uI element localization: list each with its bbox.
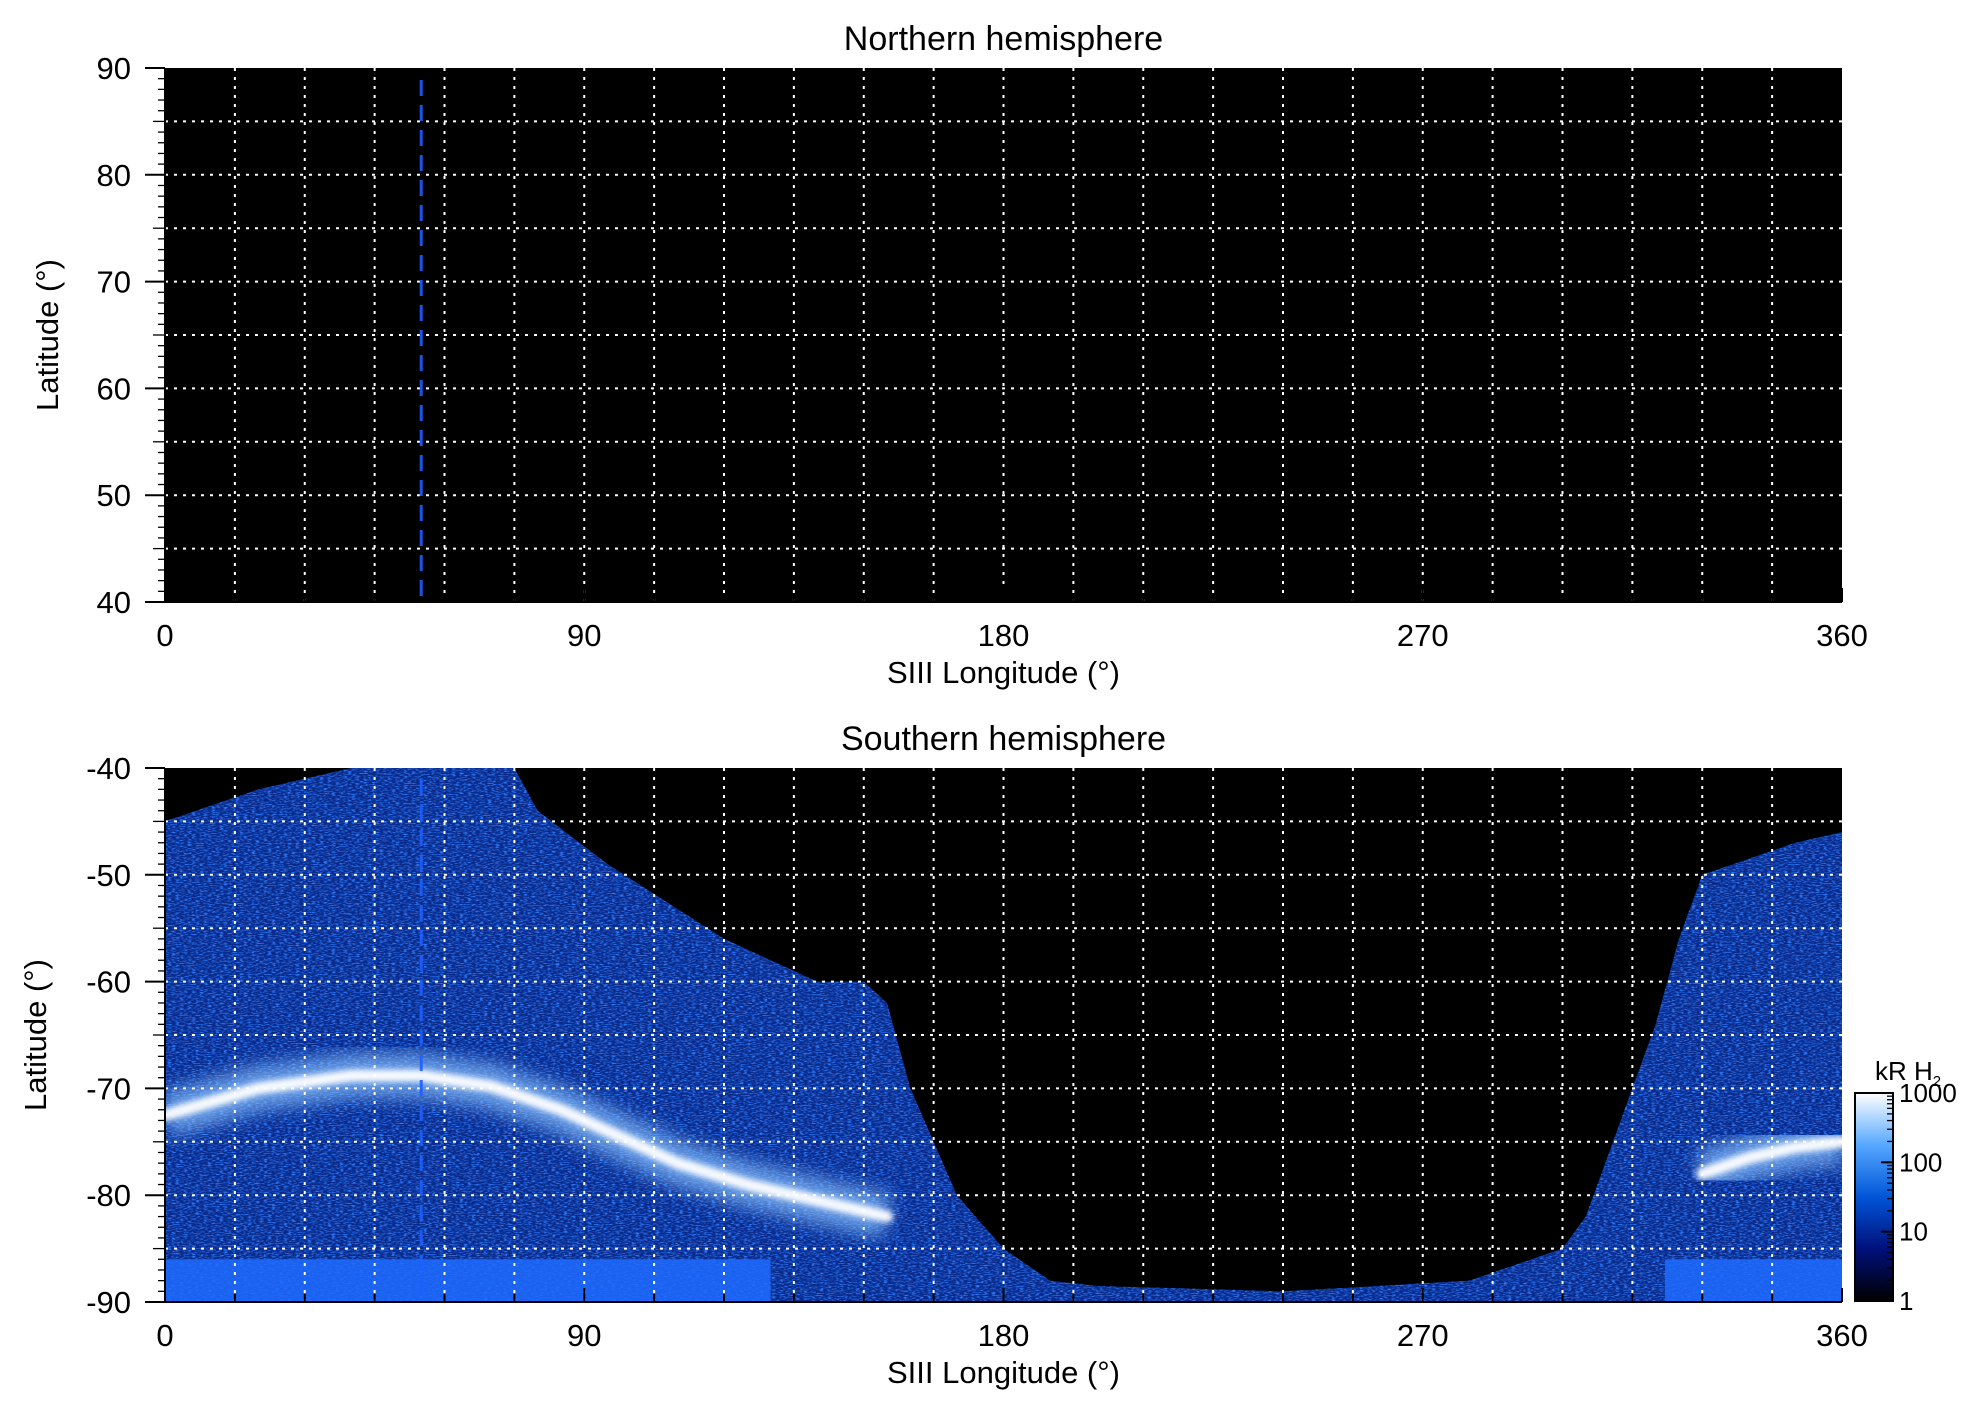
y-tick-label: -70: [86, 1071, 131, 1106]
y-tick-label: -40: [86, 751, 131, 786]
x-tick-label: 270: [1397, 1318, 1449, 1353]
y-tick-label: 50: [97, 478, 131, 513]
x-tick-label: 0: [156, 1318, 173, 1353]
y-tick-label: -80: [86, 1178, 131, 1213]
y-tick-label: 40: [97, 585, 131, 620]
grid: [165, 68, 1842, 602]
x-tick-label: 360: [1816, 1318, 1868, 1353]
x-tick-labels: 0 90 180 270 360: [156, 1318, 1867, 1353]
y-tick-label: 60: [97, 371, 131, 406]
x-tick-label: 90: [567, 1318, 601, 1353]
x-tick-label: 180: [978, 618, 1030, 653]
y-tick-label: 70: [97, 265, 131, 300]
y-tick-label: -60: [86, 965, 131, 1000]
colorbar-ticks: 1 10 100 1000: [1881, 1078, 1957, 1316]
colorbar-unit-text: kR H: [1875, 1056, 1933, 1086]
x-axis-label: SIII Longitude (°): [887, 1355, 1120, 1390]
x-axis-label: SIII Longitude (°): [887, 655, 1120, 690]
auroral-oval: [165, 1069, 894, 1223]
colorbar-tick-label: 10: [1899, 1217, 1928, 1247]
y-tick-labels: -90 -80 -70 -60 -50 -40: [86, 751, 131, 1320]
colorbar: kR H2 1 10 100 1000: [1854, 1056, 1957, 1316]
x-tick-label: 270: [1397, 618, 1449, 653]
y-tick-label: -50: [86, 858, 131, 893]
colorbar-tick-label: 100: [1899, 1147, 1942, 1177]
grid: [165, 768, 1842, 1302]
y-tick-label: 90: [97, 51, 131, 86]
panel-northern-hemisphere: Northern hemisphere 0 90 180 270 360 40 50 60 7…: [30, 20, 1868, 690]
y-tick-label: -90: [86, 1285, 131, 1320]
x-tick-label: 90: [567, 618, 601, 653]
x-tick-label: 0: [156, 618, 173, 653]
y-tick-labels: 40 50 60 70 80 90: [97, 51, 131, 620]
colorbar-tick-label: 1000: [1899, 1078, 1957, 1108]
chart-title: Northern hemisphere: [844, 20, 1163, 58]
y-axis-label: Latitude (°): [18, 959, 53, 1111]
polar-glow: [1664, 1259, 1842, 1302]
axes: [145, 67, 1843, 603]
x-tick-labels: 0 90 180 270 360: [156, 618, 1867, 653]
x-tick-label: 360: [1816, 618, 1868, 653]
colorbar-unit-label: kR H2: [1875, 1056, 1941, 1090]
x-tick-label: 180: [978, 1318, 1030, 1353]
panel-southern-hemisphere: Southern hemisphere 0 90 180 270 360 -90-80-…: [18, 720, 1868, 1390]
colorbar-unit-subscript: 2: [1933, 1073, 1941, 1090]
auroral-oval: [1696, 1135, 1842, 1180]
emission-map: [165, 768, 1842, 1302]
colorbar-tick-label: 1: [1899, 1286, 1913, 1316]
colorbar-scale: [1854, 1092, 1894, 1302]
y-axis-label: Latitude (°): [30, 259, 65, 411]
axes: [145, 767, 1843, 1303]
emission-speckle: [165, 768, 1842, 1302]
polar-glow: [165, 1259, 771, 1302]
chart-title: Southern hemisphere: [841, 720, 1166, 758]
y-tick-label: 80: [97, 158, 131, 193]
